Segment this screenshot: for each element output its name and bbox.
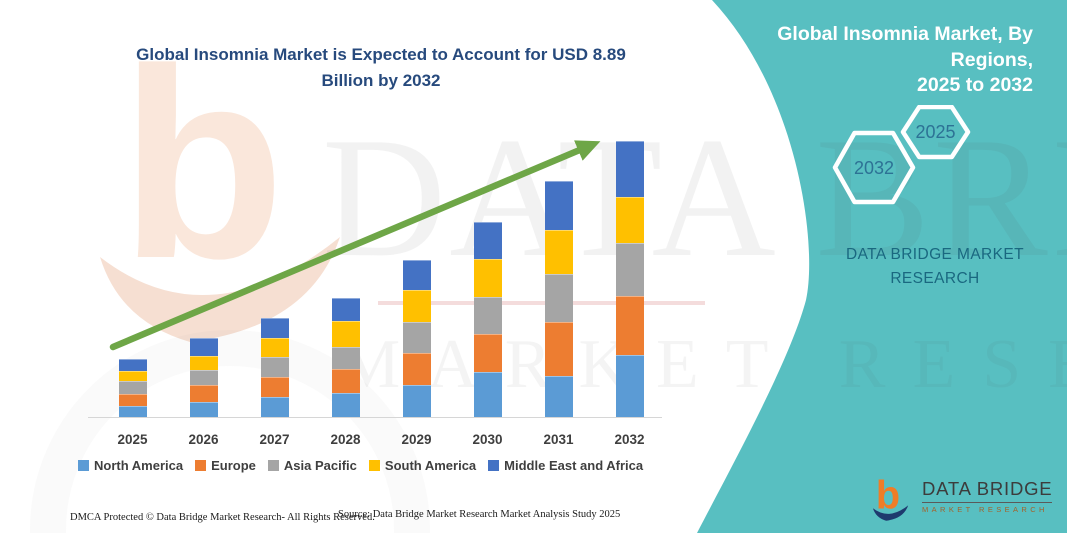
footer-source-text: Source: Data Bridge Market Research Mark… xyxy=(338,509,621,520)
watermark-underline xyxy=(378,301,705,305)
bar-2026-south-america xyxy=(189,356,218,371)
bar-2026-europe xyxy=(189,385,218,403)
bar-2028-middle-east-and-africa xyxy=(331,298,360,321)
side-panel-title-line1: Global Insomnia Market, By Regions, xyxy=(777,23,1033,71)
bar-2031-middle-east-and-africa xyxy=(544,180,573,230)
databridge-logo-tagline: MARKET RESEARCH xyxy=(922,505,1048,514)
x-axis-label-2025: 2025 xyxy=(117,432,148,447)
databridge-logo: b DATA BRIDGE MARKET RESEARCH xyxy=(870,472,1053,524)
bar-2028-north-america xyxy=(331,393,360,417)
databridge-logo-name: DATA BRIDGE xyxy=(922,478,1053,503)
bar-2031-asia-pacific xyxy=(544,273,573,322)
bar-2032-north-america xyxy=(615,354,644,417)
footer-dmca-text: DMCA Protected © Data Bridge Market Rese… xyxy=(70,512,375,523)
bar-2027-south-america xyxy=(260,337,289,357)
x-axis-label-2032: 2032 xyxy=(614,432,645,447)
bar-2025-europe xyxy=(118,394,147,407)
bar-2025-asia-pacific xyxy=(118,381,147,395)
chart-title: Global Insomnia Market is Expected to Ac… xyxy=(105,42,657,93)
hexagon-2025 xyxy=(900,105,971,160)
watermark-text-line1: DATA BRIDGE xyxy=(322,103,1067,293)
bar-2028-europe xyxy=(331,369,360,394)
x-axis-label-2029: 2029 xyxy=(401,432,432,447)
legend-swatch xyxy=(368,460,380,471)
x-axis-label-2030: 2030 xyxy=(472,432,503,447)
legend-item-north-america: North America xyxy=(78,458,183,473)
bar-2030-middle-east-and-africa xyxy=(473,221,502,259)
hexagon-2032 xyxy=(832,130,916,205)
side-panel-title: Global Insomnia Market, By Regions, 2025… xyxy=(703,22,1033,99)
side-panel-brand-text: DATA BRIDGE MARKET RESEARCH xyxy=(845,246,1024,288)
bar-2032-asia-pacific xyxy=(615,242,644,296)
legend-item-south-america: South America xyxy=(368,458,477,473)
bar-2029-north-america xyxy=(402,385,431,417)
legend-item-middle-east-and-africa: Middle East and Africa xyxy=(488,458,643,473)
bar-2028-south-america xyxy=(331,320,360,347)
hexagon-2025-label: 2025 xyxy=(915,122,955,142)
bar-2026-asia-pacific xyxy=(189,370,218,386)
hexagon-2032-label: 2032 xyxy=(854,158,894,178)
legend-label: South America xyxy=(384,458,477,473)
chart-plot-area: 2025 2026 2027 2028 2029 2030 2031 2032 xyxy=(88,130,663,447)
bar-2031-europe xyxy=(544,322,573,377)
bar-2030-south-america xyxy=(473,259,502,298)
bar-2026-middle-east-and-africa xyxy=(189,338,218,357)
bar-2032-middle-east-and-africa xyxy=(615,141,644,197)
bar-2032-europe xyxy=(615,295,644,355)
legend-swatch xyxy=(488,460,500,471)
legend-label: Europe xyxy=(211,458,256,473)
bar-2030-asia-pacific xyxy=(473,297,502,334)
x-axis-label-2031: 2031 xyxy=(543,432,574,447)
x-axis-label-2027: 2027 xyxy=(259,432,290,447)
x-axis-label-2028: 2028 xyxy=(330,432,361,447)
svg-text:b: b xyxy=(876,473,900,517)
bar-2027-middle-east-and-africa xyxy=(260,317,289,338)
bar-2026-north-america xyxy=(189,402,218,417)
side-panel-title-line2: 2025 to 2032 xyxy=(916,74,1033,97)
svg-text:b: b xyxy=(120,22,285,315)
bar-2031-south-america xyxy=(544,229,573,274)
bar-2025-north-america xyxy=(118,406,147,417)
bar-2027-asia-pacific xyxy=(260,356,289,377)
bar-2027-north-america xyxy=(260,396,289,417)
bar-2029-south-america xyxy=(402,290,431,322)
legend-swatch xyxy=(267,460,279,471)
databridge-logo-icon: b xyxy=(872,473,909,521)
bar-2030-europe xyxy=(473,333,502,372)
legend-swatch xyxy=(195,460,207,471)
bar-2027-europe xyxy=(260,376,289,397)
legend-label: North America xyxy=(94,458,184,473)
bar-2025-middle-east-and-africa xyxy=(118,358,147,372)
x-axis-label-2026: 2026 xyxy=(188,432,219,447)
chart-title-line2: Billion by 2032 xyxy=(321,70,441,90)
chart-title-line1: Global Insomnia Market is Expected to Ac… xyxy=(136,45,626,64)
bar-2031-north-america xyxy=(544,376,573,417)
watermark-text-line2: MARKET RESEARCH xyxy=(338,326,1067,403)
trend-arrow xyxy=(109,140,601,351)
legend-swatch xyxy=(78,460,89,471)
bar-2032-south-america xyxy=(615,196,644,243)
bar-2028-asia-pacific xyxy=(331,346,360,370)
bar-2029-middle-east-and-africa xyxy=(402,259,431,291)
legend-label: Asia Pacific xyxy=(283,458,357,473)
legend-item-europe: Europe xyxy=(195,458,256,473)
hexagon-badges: 2032 2025 xyxy=(832,105,971,205)
bar-2030-north-america xyxy=(473,371,502,417)
legend-label: Middle East and Africa xyxy=(504,458,644,473)
watermark-logo-monogram: b xyxy=(100,22,340,342)
chart-legend: North America Europe Asia Pacific South Ame… xyxy=(78,458,643,473)
x-axis-line xyxy=(88,416,662,418)
legend-item-asia-pacific: Asia Pacific xyxy=(267,458,357,473)
databridge-logo-text: DATA BRIDGE MARKET RESEARCH xyxy=(922,478,1053,514)
bar-2025-south-america xyxy=(118,371,147,381)
bar-2029-asia-pacific xyxy=(402,321,431,354)
bar-2029-europe xyxy=(402,353,431,386)
